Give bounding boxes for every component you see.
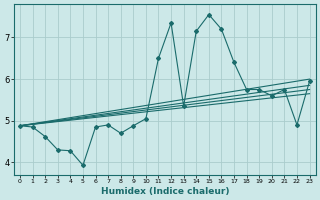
X-axis label: Humidex (Indice chaleur): Humidex (Indice chaleur) — [100, 187, 229, 196]
